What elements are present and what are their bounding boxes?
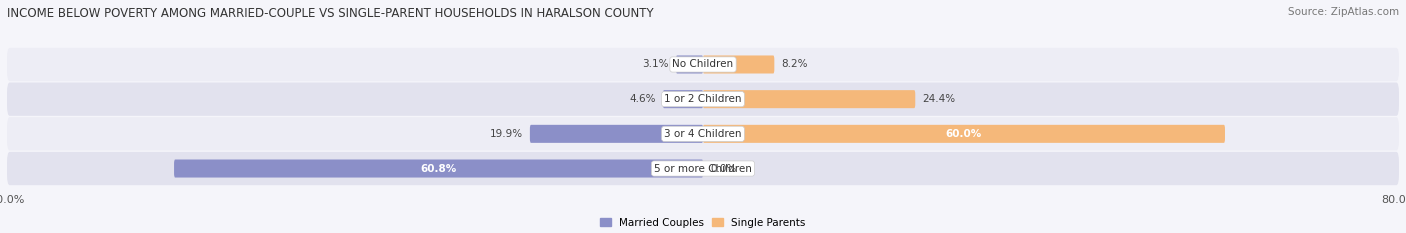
FancyBboxPatch shape (676, 55, 703, 73)
Text: 60.0%: 60.0% (946, 129, 983, 139)
Text: 60.8%: 60.8% (420, 164, 457, 174)
Text: 8.2%: 8.2% (782, 59, 808, 69)
FancyBboxPatch shape (530, 125, 703, 143)
Text: 3.1%: 3.1% (643, 59, 669, 69)
FancyBboxPatch shape (703, 55, 775, 73)
FancyBboxPatch shape (7, 152, 1399, 185)
Text: 4.6%: 4.6% (630, 94, 657, 104)
Text: Source: ZipAtlas.com: Source: ZipAtlas.com (1288, 7, 1399, 17)
Text: 0.0%: 0.0% (710, 164, 737, 174)
FancyBboxPatch shape (703, 90, 915, 108)
Text: 19.9%: 19.9% (489, 129, 523, 139)
FancyBboxPatch shape (7, 48, 1399, 81)
FancyBboxPatch shape (664, 90, 703, 108)
Text: 5 or more Children: 5 or more Children (654, 164, 752, 174)
FancyBboxPatch shape (7, 117, 1399, 151)
FancyBboxPatch shape (174, 160, 703, 178)
FancyBboxPatch shape (703, 125, 1225, 143)
FancyBboxPatch shape (7, 82, 1399, 116)
Text: 3 or 4 Children: 3 or 4 Children (664, 129, 742, 139)
Text: 24.4%: 24.4% (922, 94, 955, 104)
Text: 1 or 2 Children: 1 or 2 Children (664, 94, 742, 104)
Text: No Children: No Children (672, 59, 734, 69)
Legend: Married Couples, Single Parents: Married Couples, Single Parents (600, 218, 806, 228)
Text: INCOME BELOW POVERTY AMONG MARRIED-COUPLE VS SINGLE-PARENT HOUSEHOLDS IN HARALSO: INCOME BELOW POVERTY AMONG MARRIED-COUPL… (7, 7, 654, 20)
